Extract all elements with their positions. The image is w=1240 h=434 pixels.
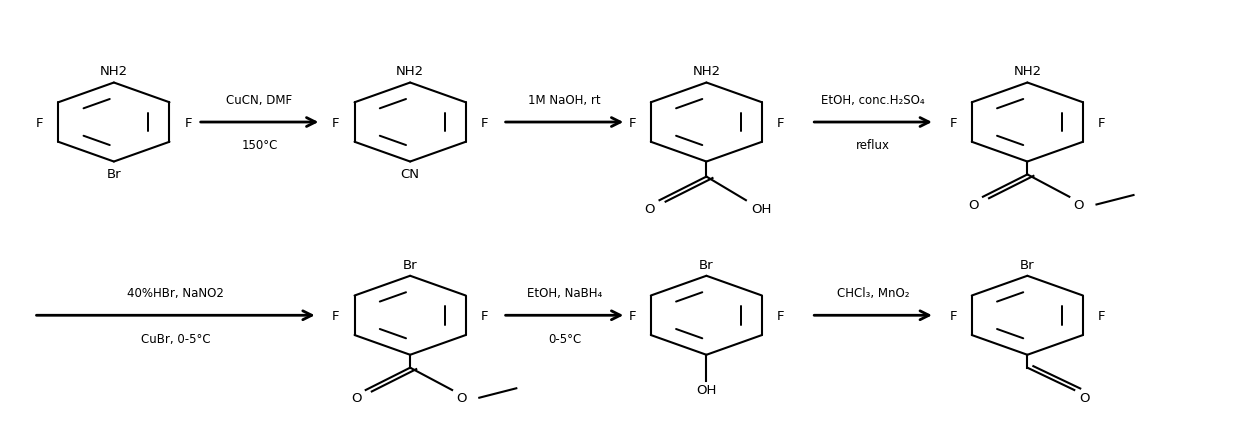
Text: F: F (950, 116, 957, 129)
Text: OH: OH (751, 203, 771, 216)
Text: O: O (644, 203, 655, 216)
Text: F: F (1097, 116, 1105, 129)
Text: F: F (481, 116, 489, 129)
Text: F: F (332, 309, 340, 322)
Text: NH2: NH2 (692, 65, 720, 78)
Text: O: O (968, 199, 980, 211)
Text: 1M NaOH, rt: 1M NaOH, rt (528, 93, 600, 106)
Text: O: O (1079, 391, 1090, 404)
Text: NH2: NH2 (1013, 65, 1042, 78)
Text: Br: Br (403, 258, 418, 271)
Text: NH2: NH2 (396, 65, 424, 78)
Text: CN: CN (401, 167, 419, 180)
Text: EtOH, conc.H₂SO₄: EtOH, conc.H₂SO₄ (821, 93, 925, 106)
Text: 0-5°C: 0-5°C (548, 332, 582, 345)
Text: OH: OH (696, 383, 717, 396)
Text: Br: Br (699, 258, 714, 271)
Text: Br: Br (107, 167, 122, 180)
Text: F: F (36, 116, 43, 129)
Text: CHCl₃, MnO₂: CHCl₃, MnO₂ (837, 286, 909, 299)
Text: O: O (351, 391, 362, 404)
Text: F: F (950, 309, 957, 322)
Text: O: O (1073, 199, 1084, 211)
Text: 150°C: 150°C (242, 139, 278, 152)
Text: F: F (332, 116, 340, 129)
Text: reflux: reflux (856, 139, 890, 152)
Text: NH2: NH2 (99, 65, 128, 78)
Text: F: F (776, 309, 785, 322)
Text: F: F (629, 309, 636, 322)
Text: F: F (185, 116, 192, 129)
Text: 40%HBr, NaNO2: 40%HBr, NaNO2 (128, 286, 224, 299)
Text: EtOH, NaBH₄: EtOH, NaBH₄ (527, 286, 603, 299)
Text: Br: Br (1021, 258, 1034, 271)
Text: F: F (629, 116, 636, 129)
Text: CuBr, 0-5°C: CuBr, 0-5°C (141, 332, 211, 345)
Text: CuCN, DMF: CuCN, DMF (227, 93, 293, 106)
Text: F: F (1097, 309, 1105, 322)
Text: O: O (456, 391, 466, 404)
Text: F: F (776, 116, 785, 129)
Text: F: F (481, 309, 489, 322)
